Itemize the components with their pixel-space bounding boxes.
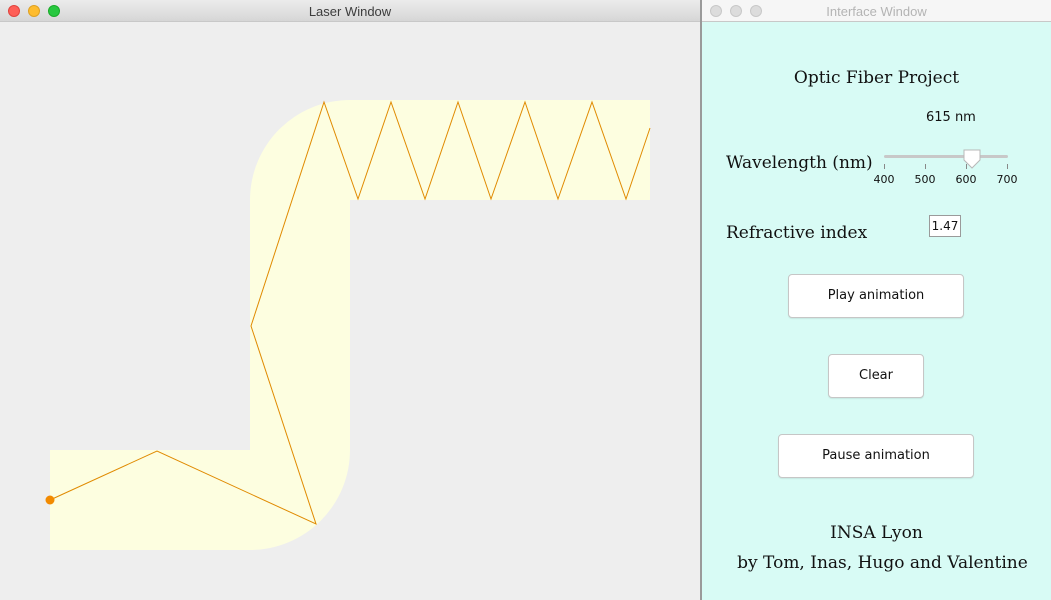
- laser-ray: [49, 100, 651, 525]
- window-gap: [700, 0, 702, 600]
- laser-window-title: Laser Window: [308, 4, 392, 19]
- credits-label: by Tom, Inas, Hugo and Valentine: [737, 553, 1028, 573]
- project-title: Optic Fiber Project: [793, 68, 960, 88]
- zoom-window-icon[interactable]: [750, 5, 762, 17]
- close-window-icon[interactable]: [710, 5, 722, 17]
- slider-tick: [966, 164, 967, 169]
- interface-window-titlebar[interactable]: Interface Window: [702, 0, 1051, 22]
- zoom-window-icon[interactable]: [48, 5, 60, 17]
- play-animation-button[interactable]: Play animation: [788, 274, 964, 318]
- wavelength-slider[interactable]: 400 500 600 700: [874, 146, 1018, 190]
- laser-canvas: [45, 100, 651, 550]
- wavelength-value-label: 615 nm: [926, 110, 976, 125]
- wavelength-label: Wavelength (nm): [726, 153, 873, 173]
- interface-window: Interface Window Optic Fiber Project 615…: [702, 0, 1051, 600]
- optic-fiber: [50, 100, 650, 550]
- minimize-window-icon[interactable]: [730, 5, 742, 17]
- laser-window-titlebar[interactable]: Laser Window: [0, 0, 700, 22]
- pause-animation-button[interactable]: Pause animation: [778, 434, 974, 478]
- institution-label: INSA Lyon: [830, 523, 923, 543]
- minimize-window-icon[interactable]: [28, 5, 40, 17]
- refractive-index-label: Refractive index: [726, 223, 868, 243]
- slider-track[interactable]: [884, 155, 1008, 158]
- clear-button[interactable]: Clear: [828, 354, 924, 398]
- slider-thumb[interactable]: [963, 149, 981, 169]
- interface-window-title: Interface Window: [826, 4, 927, 19]
- slider-tick-label: 500: [914, 173, 936, 186]
- slider-tick: [925, 164, 926, 169]
- laser-window: Laser Window: [0, 0, 700, 600]
- laser-source-dot: [45, 495, 55, 505]
- slider-tick: [1007, 164, 1008, 169]
- slider-tick-label: 700: [996, 173, 1018, 186]
- slider-tick-label: 600: [955, 173, 977, 186]
- refractive-index-field[interactable]: 1.47: [929, 215, 961, 237]
- slider-tick: [884, 164, 885, 169]
- slider-tick-label: 400: [873, 173, 895, 186]
- close-window-icon[interactable]: [8, 5, 20, 17]
